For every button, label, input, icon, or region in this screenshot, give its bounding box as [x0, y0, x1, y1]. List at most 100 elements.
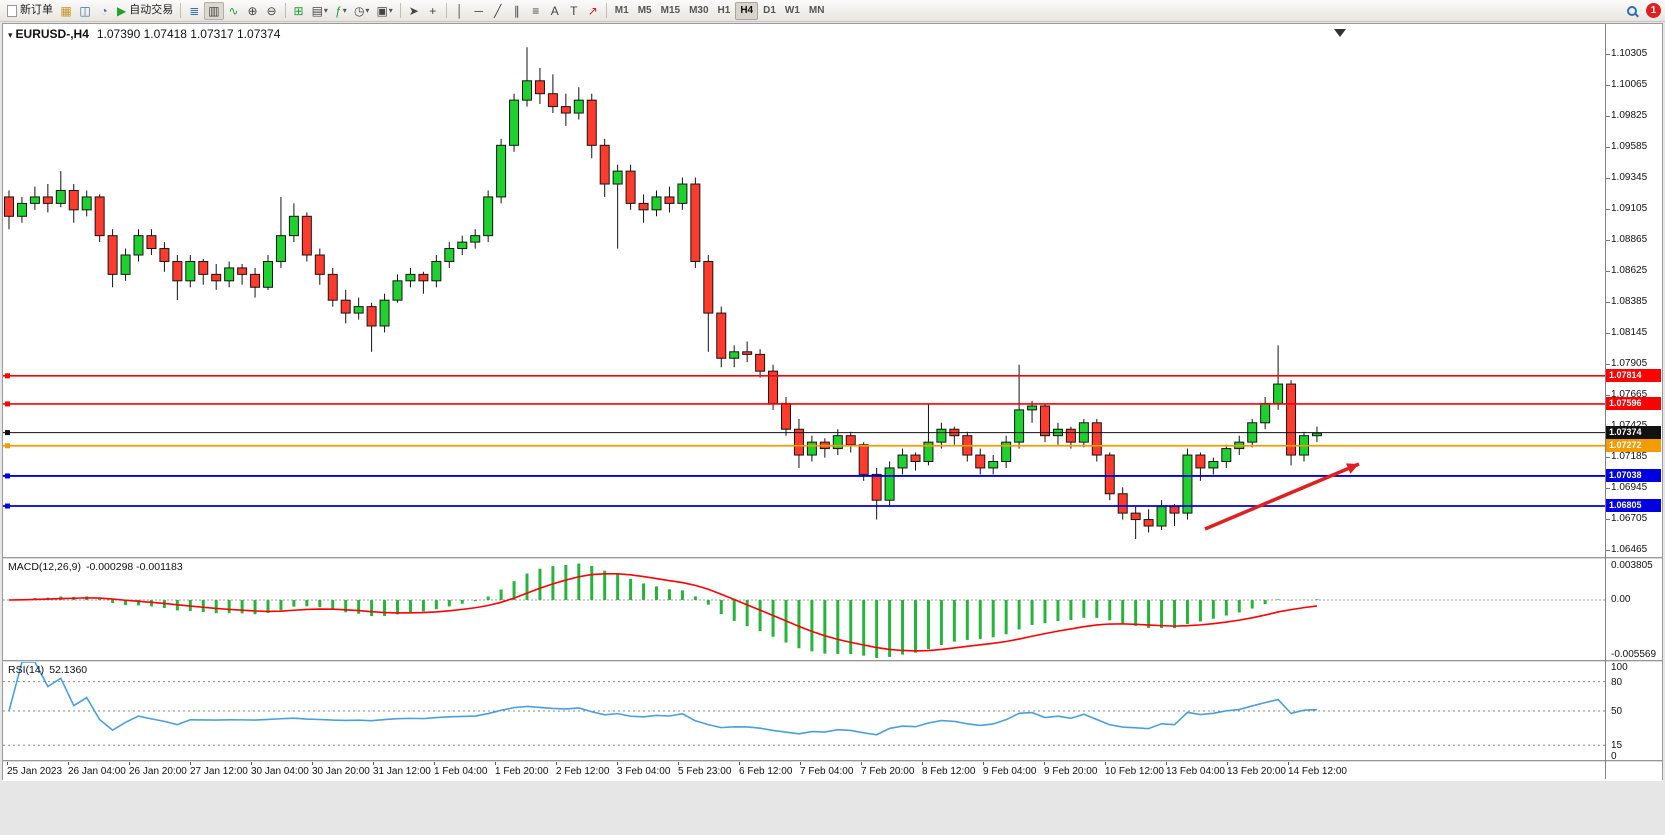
candle [871, 473, 882, 501]
macd-chart [3, 563, 1605, 658]
candle [496, 144, 507, 198]
main-chart-panel[interactable]: ▾ EURUSD-,H4 1.07390 1.07418 1.07317 1.073… [3, 24, 1605, 557]
candlestick-chart-icon[interactable]: ▥ [204, 1, 224, 20]
time-axis-label: 25 Jan 2023 [7, 766, 63, 777]
candle [1286, 383, 1297, 456]
price-axis-column[interactable]: 1.10305 1.10065 1.09825 1.09585 1.09345 1.091… [1605, 24, 1662, 779]
candle [1311, 432, 1322, 437]
price-axis-tick: 1.09585 [1611, 141, 1648, 153]
candle [599, 144, 610, 185]
periods-icon[interactable]: ◷ ▾ [353, 3, 370, 18]
bar-chart-icon[interactable]: ≣ [189, 3, 200, 18]
candle [1027, 405, 1038, 411]
text-label-icon[interactable]: T [570, 3, 578, 18]
search-icon[interactable] [1623, 2, 1641, 20]
trend-arrow[interactable] [1204, 462, 1360, 531]
profiles-icon[interactable]: ◫ [79, 3, 91, 18]
price-axis[interactable]: 1.10305 1.10065 1.09825 1.09585 1.09345 1.091… [1606, 24, 1662, 557]
line-chart-icon[interactable]: ∿ [228, 3, 239, 18]
timeframe-h4-button[interactable]: H4 [735, 1, 759, 20]
candle [742, 351, 753, 355]
price-axis-tick: 1.10065 [1611, 79, 1648, 91]
timeframe-mn-button[interactable]: MN [808, 4, 825, 16]
candle [55, 189, 66, 204]
candlestick-chart[interactable] [3, 24, 1605, 557]
fibonacci-icon[interactable]: ≡ [532, 3, 540, 18]
play-icon: ▶ [117, 3, 127, 18]
text-icon[interactable]: A [550, 3, 559, 18]
time-axis-label: 30 Jan 20:00 [312, 766, 370, 777]
macd-panel[interactable]: MACD(12,26,9) -0.000298 -0.001183 [3, 559, 1605, 660]
macd-axis-tick: -0.005569 [1611, 649, 1657, 660]
panel-separator[interactable] [3, 660, 1662, 662]
notification-badge[interactable]: 1 [1646, 3, 1661, 18]
candle [250, 273, 261, 288]
equidistant-channel-icon[interactable]: ∥ [513, 3, 520, 18]
indicators-icon[interactable]: ƒ ▾ [335, 3, 347, 18]
auto-trading-button[interactable]: ▶ 自动交易 [117, 3, 174, 18]
time-axis-label: 1 Feb 04:00 [434, 766, 488, 777]
chart-window-icon[interactable]: ▦ [60, 3, 72, 18]
new-order-button[interactable]: 新订单 [4, 2, 56, 20]
chart-window[interactable]: ▾ EURUSD-,H4 1.07390 1.07418 1.07317 1.073… [2, 23, 1663, 781]
vertical-line-icon[interactable]: │ [456, 3, 464, 18]
timeframe-w1-button[interactable]: W1 [784, 4, 800, 16]
toolbar-separator [284, 3, 286, 18]
zoom-in-icon[interactable]: ⊕ [247, 3, 258, 18]
crosshair-icon[interactable]: + [429, 3, 437, 18]
panel-separator[interactable] [3, 557, 1662, 559]
candle [172, 260, 183, 282]
cursor-icon[interactable]: ➤ [408, 3, 419, 18]
candle [534, 80, 545, 95]
time-axis-label: 9 Feb 20:00 [1044, 766, 1098, 777]
trendline-icon[interactable]: ╱ [494, 3, 502, 18]
chart-header: ▾ EURUSD-,H4 1.07390 1.07418 1.07317 1.073… [8, 27, 280, 41]
panel-separator[interactable] [3, 760, 1662, 762]
chart-menu-icon[interactable]: ▾ [8, 30, 13, 40]
candle [638, 202, 649, 211]
timeframe-d1-button[interactable]: D1 [763, 4, 776, 16]
candle [845, 435, 856, 446]
timeframe-m30-button[interactable]: M30 [689, 4, 709, 16]
macd-axis-tick: 0.003805 [1611, 560, 1653, 571]
candle [275, 235, 286, 262]
arrows-icon[interactable]: ↗ [587, 3, 598, 18]
candle [379, 299, 390, 327]
time-axis-label: 14 Feb 12:00 [1288, 766, 1347, 777]
timeframe-m1-button[interactable]: M1 [614, 4, 629, 16]
chart-shift-marker[interactable] [1334, 29, 1346, 37]
toolbar-separator [180, 3, 182, 18]
zoom-out-icon[interactable]: ⊖ [266, 3, 277, 18]
timeframe-h1-button[interactable]: H1 [717, 4, 731, 16]
candle [4, 196, 14, 217]
candle [677, 183, 688, 204]
rsi-axis-tick: 100 [1611, 662, 1628, 673]
price-axis-tick: 1.08145 [1611, 327, 1648, 339]
timeframe-m5-button[interactable]: M5 [637, 4, 652, 16]
time-axis-label: 30 Jan 04:00 [251, 766, 309, 777]
candle [224, 267, 235, 282]
candle [547, 93, 558, 108]
candle [29, 196, 40, 204]
rsi-axis-tick: 15 [1611, 740, 1623, 752]
time-axis-label: 6 Feb 12:00 [739, 766, 793, 777]
time-axis-label: 2 Feb 12:00 [556, 766, 610, 777]
time-axis-label: 3 Feb 04:00 [617, 766, 671, 777]
horizontal-line-icon[interactable]: ─ [474, 3, 484, 18]
candle [1143, 519, 1154, 527]
market-watch-icon[interactable]: ◔ [100, 3, 108, 18]
rsi-panel[interactable]: RSI(14) 52.1360 [3, 662, 1605, 760]
tile-windows-icon[interactable]: ⊞ [293, 3, 304, 18]
new-chart-icon[interactable]: ▤ ▾ [311, 3, 328, 18]
timeframe-m15-button[interactable]: M15 [660, 4, 681, 16]
current-price-badge: 1.07374 [1606, 425, 1661, 439]
candle [690, 183, 701, 262]
timeframe-group: M1 M5 M15 M30 H1 H4 D1 W1 MN [611, 1, 829, 20]
price-axis-tick: 1.06945 [1611, 481, 1648, 493]
rsi-chart [3, 662, 1605, 746]
price-level-badge: 1.07272 [1606, 438, 1661, 452]
templates-icon[interactable]: ▣ ▾ [376, 3, 393, 18]
rsi-axis-tick: 80 [1611, 676, 1623, 688]
time-axis[interactable]: 25 Jan 2023 26 Jan 04:00 26 Jan 20:00 27 Ja… [3, 762, 1662, 781]
